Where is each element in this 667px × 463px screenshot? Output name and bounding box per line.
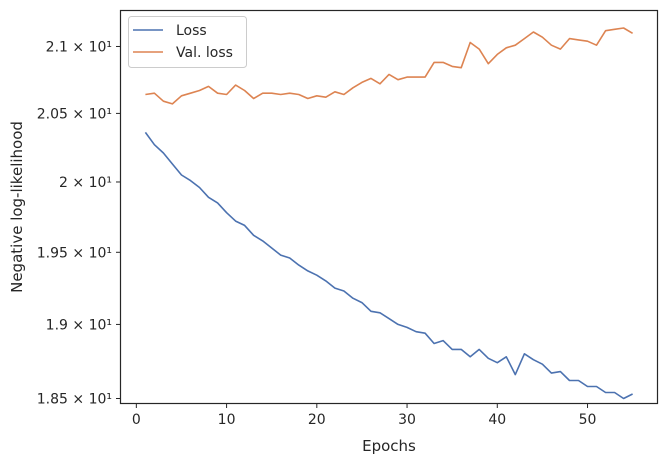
legend-label-val-loss: Val. loss xyxy=(176,45,233,61)
x-tick-label: 20 xyxy=(308,412,326,428)
x-tick-label: 30 xyxy=(398,412,416,428)
legend: Loss Val. loss xyxy=(128,16,247,68)
x-axis-label: Epochs xyxy=(362,437,416,455)
legend-label-loss: Loss xyxy=(176,23,207,39)
y-axis-label: Negative log-likelihood xyxy=(8,121,26,293)
y-tick-label: 1.9 × 10¹ xyxy=(46,317,112,333)
series-line-loss xyxy=(144,131,633,400)
x-tick-label: 10 xyxy=(218,412,236,428)
y-tick-label: 2.1 × 10¹ xyxy=(46,39,112,55)
series-line-val-loss xyxy=(145,27,634,105)
y-tick-label: 1.85 × 10¹ xyxy=(37,391,112,407)
plot-lines xyxy=(144,27,634,400)
x-tick-label: 50 xyxy=(579,412,597,428)
x-axis: 0 10 20 30 40 50 xyxy=(132,403,597,428)
y-tick-label: 2.05 × 10¹ xyxy=(37,106,112,122)
y-tick-label: 1.95 × 10¹ xyxy=(37,245,112,261)
plot-frame xyxy=(119,9,659,405)
y-axis: 1.85 × 10¹ 1.9 × 10¹ 1.95 × 10¹ 2 × 10¹ 2.05… xyxy=(37,39,121,407)
x-tick-label: 0 xyxy=(132,412,141,428)
y-tick-label: 2 × 10¹ xyxy=(59,175,112,191)
x-tick-label: 40 xyxy=(488,412,506,428)
